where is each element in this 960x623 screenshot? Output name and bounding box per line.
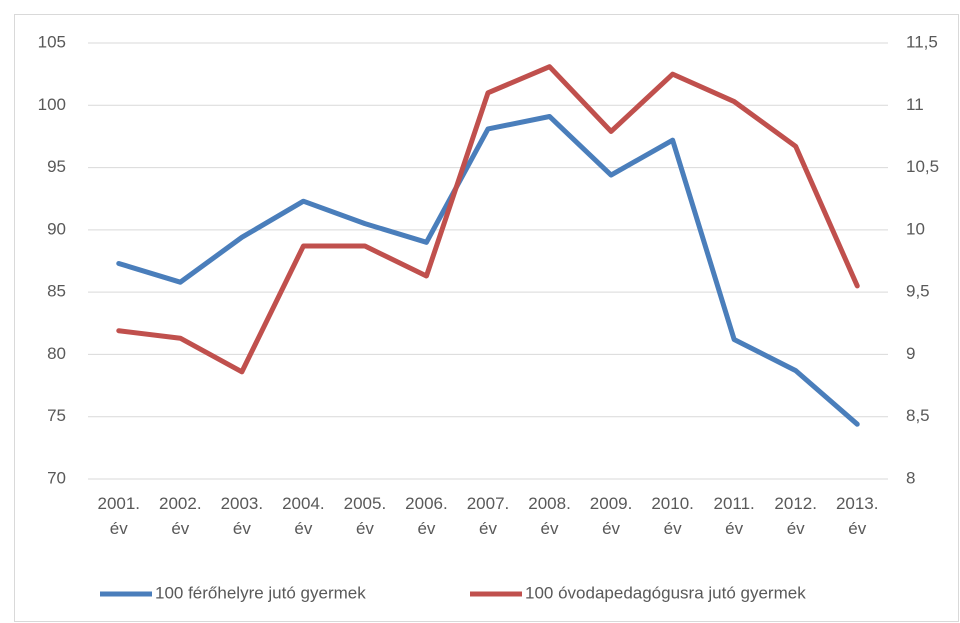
y-tick-label: 70	[47, 468, 66, 487]
y2-tick-label: 8	[906, 468, 915, 487]
y2-tick-label: 9,5	[906, 282, 930, 301]
y-tick-label: 80	[47, 344, 66, 363]
x-tick-label: 2002. év	[159, 494, 202, 538]
chart-frame	[14, 14, 959, 622]
x-tick-label-box: 2010. év	[651, 494, 694, 538]
x-tick-label-box: 2011. év	[713, 494, 755, 538]
y2-tick-label: 10,5	[906, 157, 939, 176]
x-tick-label: 2008. év	[528, 494, 571, 538]
x-tick-label: 2007. év	[466, 494, 510, 538]
y-tick-label: 85	[47, 282, 66, 301]
y-tick-label: 90	[47, 219, 66, 238]
x-tick-label-box: 2007. év	[466, 494, 510, 538]
x-tick-label: 2011. év	[713, 494, 755, 538]
x-tick-label-box: 2009. év	[589, 494, 633, 538]
x-tick-label-box: 2001. év	[97, 494, 141, 538]
y2-tick-label: 8,5	[906, 406, 930, 425]
y-tick-label: 75	[47, 406, 66, 425]
legend-label: 100 férőhelyre jutó gyermek	[155, 583, 366, 602]
x-tick-label-box: 2013. év	[835, 494, 879, 538]
y2-tick-label: 9	[906, 344, 915, 363]
x-tick-label-box: 2002. év	[159, 494, 202, 538]
x-tick-label-box: 2008. év	[528, 494, 571, 538]
x-tick-label: 2009. év	[589, 494, 633, 538]
x-tick-label: 2006. év	[405, 494, 448, 538]
x-tick-label-box: 2006. év	[405, 494, 448, 538]
x-tick-label: 2013. év	[835, 494, 879, 538]
x-tick-label-box: 2003. év	[220, 494, 264, 538]
y2-tick-label: 10	[906, 219, 925, 238]
y-tick-label: 100	[38, 95, 66, 114]
x-tick-label-box: 2005. év	[343, 494, 387, 538]
y-tick-label: 105	[38, 32, 66, 51]
y2-tick-label: 11	[906, 95, 924, 114]
x-tick-label: 2004. év	[282, 494, 325, 538]
legend-label: 100 óvodapedagógusra jutó gyermek	[525, 583, 806, 602]
y-tick-label: 95	[47, 157, 66, 176]
series-line	[116, 113, 860, 427]
x-tick-label: 2010. év	[651, 494, 694, 538]
x-tick-label-box: 2004. év	[282, 494, 325, 538]
y2-tick-label: 11,5	[906, 32, 938, 51]
x-tick-label: 2003. év	[220, 494, 264, 538]
series-line	[116, 64, 860, 375]
x-tick-label: 2012. év	[774, 494, 817, 538]
x-tick-label: 2005. év	[343, 494, 387, 538]
x-tick-label: 2001. év	[97, 494, 141, 538]
x-tick-label-box: 2012. év	[774, 494, 817, 538]
